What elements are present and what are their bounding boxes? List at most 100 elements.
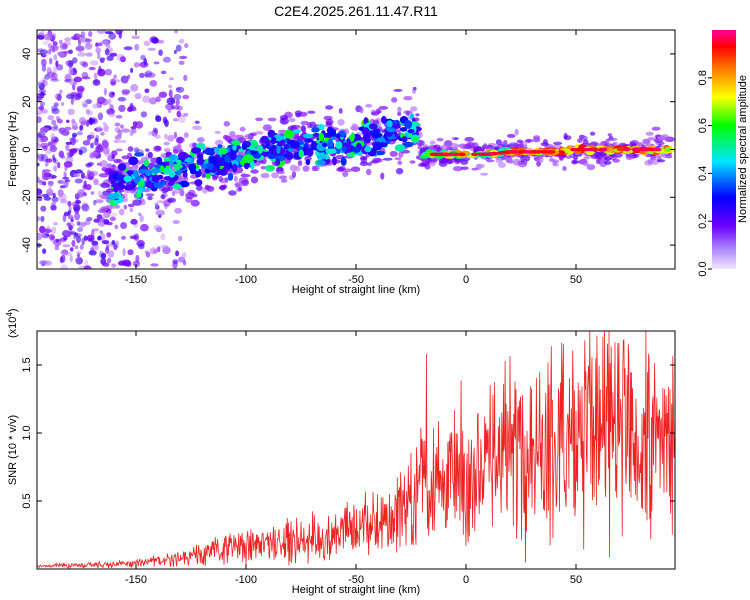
noise-speckle (37, 162, 40, 167)
noise-speckle (37, 32, 45, 40)
noise-speckle (142, 95, 151, 103)
noise-speckle (130, 218, 138, 225)
noise-speckle (40, 53, 47, 58)
noise-speckle (129, 207, 134, 212)
noise-speckle (71, 118, 76, 124)
band-speckle (267, 117, 277, 122)
stable-line-peak (570, 147, 578, 152)
noise-speckle (107, 153, 113, 161)
band-speckle (409, 160, 416, 164)
noise-speckle (66, 119, 70, 124)
noise-speckle (37, 143, 41, 150)
noise-speckle (101, 57, 106, 61)
band-speckle (179, 189, 185, 197)
noise-speckle (146, 72, 156, 78)
band-speckle (192, 125, 202, 130)
noise-speckle (51, 235, 55, 240)
noise-speckle (140, 223, 149, 232)
band-speckle (498, 162, 506, 168)
stable-line-peak (590, 147, 598, 152)
noise-speckle (58, 127, 68, 136)
noise-speckle (177, 105, 183, 111)
band-speckle (436, 137, 444, 142)
noise-speckle (41, 77, 45, 84)
noise-speckle (72, 83, 76, 91)
band-speckle (590, 141, 599, 146)
noise-speckle (50, 226, 57, 234)
band-speckle (397, 106, 402, 113)
noise-speckle (115, 115, 123, 119)
band-speckle (279, 117, 289, 125)
ridge-blob (137, 181, 145, 188)
noise-speckle (96, 162, 102, 166)
noise-speckle (108, 32, 116, 40)
noise-speckle (37, 194, 42, 198)
noise-speckle (50, 132, 56, 141)
noise-speckle (84, 42, 93, 50)
ridge-blob (190, 168, 197, 175)
ridge-blob (394, 123, 401, 129)
noise-speckle (63, 161, 73, 168)
noise-speckle (99, 230, 103, 234)
spectrogram-x-axis-label: Height of straight line (km) (292, 284, 420, 296)
noise-speckle (104, 43, 111, 48)
ridge-blob (128, 156, 139, 166)
noise-speckle (96, 30, 106, 34)
noise-speckle (71, 201, 80, 207)
band-speckle (145, 193, 155, 197)
noise-speckle (144, 70, 153, 78)
noise-speckle (143, 58, 147, 66)
band-speckle (172, 148, 179, 154)
noise-speckle (105, 246, 110, 254)
band-speckle (98, 173, 109, 178)
stable-line-peak (458, 152, 466, 157)
band-speckle (291, 171, 297, 178)
noise-speckle (60, 102, 65, 106)
snr-x-tick-label: -100 (235, 574, 257, 586)
band-speckle (300, 125, 306, 132)
noise-speckle (155, 96, 161, 103)
noise-speckle (87, 161, 94, 166)
noise-speckle (147, 47, 156, 51)
stable-line-peak (518, 150, 526, 154)
noise-speckle (95, 47, 101, 54)
noise-speckle (92, 79, 101, 86)
snr-series-line (37, 331, 675, 569)
band-speckle (359, 161, 369, 166)
ridge-blob (318, 132, 325, 142)
noise-speckle (37, 98, 41, 102)
colorbar-ticks: 0.0 0.2 0.4 0.6 0.8 (697, 70, 712, 277)
ridge-blob (124, 185, 134, 191)
noise-speckle (47, 141, 53, 146)
noise-speckle (113, 74, 117, 79)
noise-speckle (37, 110, 43, 116)
stable-line-blob (616, 146, 626, 152)
noise-speckle (149, 80, 158, 87)
ridge-blob (169, 154, 176, 161)
ridge-blob (298, 149, 304, 158)
spectrogram-y-tick-label: -20 (21, 189, 33, 205)
noise-speckle (50, 202, 56, 206)
band-speckle (393, 88, 403, 92)
noise-speckle (40, 154, 48, 162)
spectrogram-ticks: -150 -100 -50 0 50 -40 -20 0 20 40 (21, 30, 675, 286)
noise-speckle (157, 246, 161, 253)
noise-speckle (44, 161, 49, 167)
ridge-blob (271, 136, 277, 145)
band-speckle (309, 121, 317, 129)
band-speckle (397, 111, 402, 116)
band-speckle (432, 158, 438, 163)
noise-speckle (80, 172, 85, 179)
ridge-blob (316, 159, 327, 166)
noise-speckle (55, 115, 60, 121)
band-speckle (278, 175, 288, 180)
spectrogram-x-tick-label: 50 (570, 274, 582, 286)
noise-speckle (37, 153, 45, 162)
noise-speckle (122, 259, 131, 267)
band-speckle (525, 154, 531, 162)
band-speckle (548, 158, 555, 162)
band-speckle (337, 119, 345, 126)
ridge-blob (155, 156, 163, 165)
noise-speckle (41, 108, 49, 114)
ridge-blob (306, 147, 314, 157)
